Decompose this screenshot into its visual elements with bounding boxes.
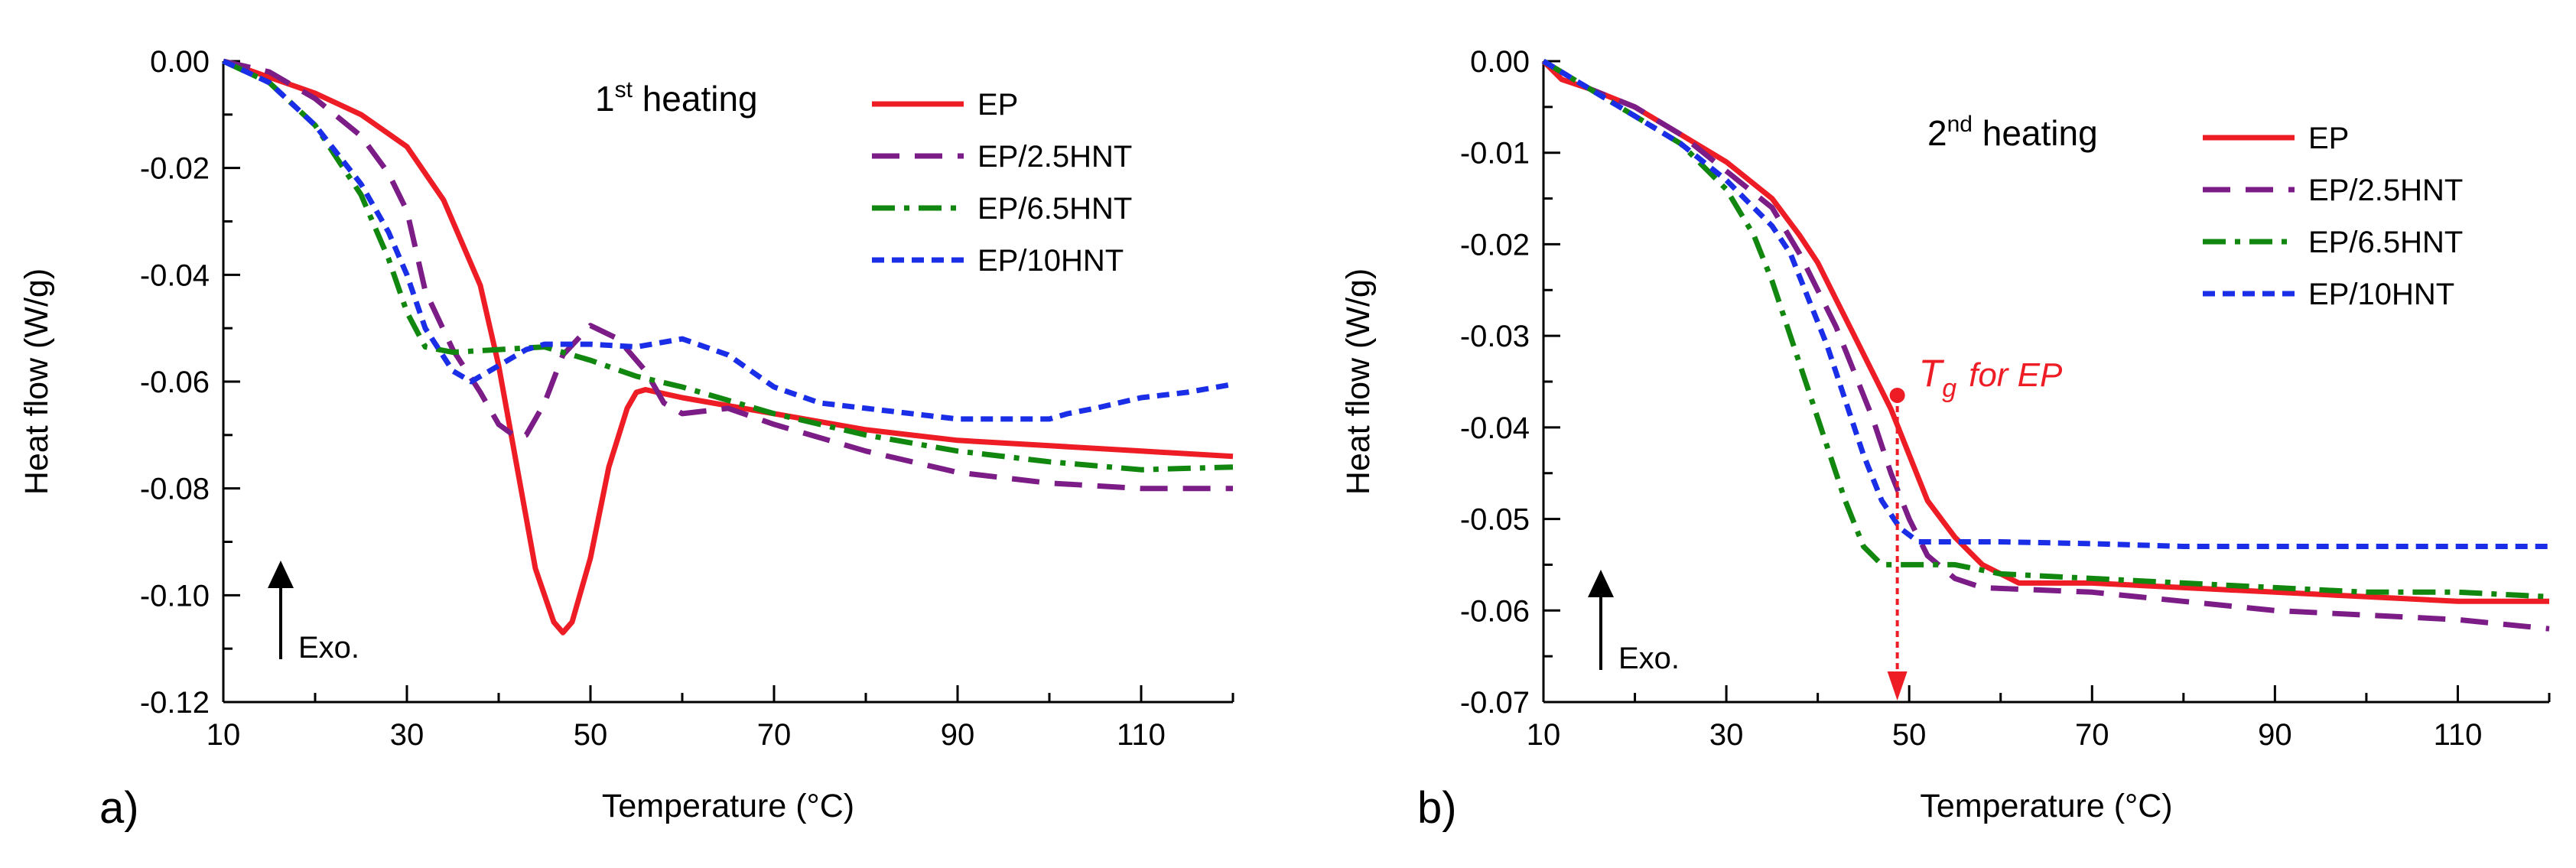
y-tick-label: -0.04: [140, 258, 210, 292]
y-tick-label: -0.01: [1460, 137, 1530, 171]
y-tick-label: -0.10: [140, 579, 210, 613]
y-tick-label: 0.00: [1470, 45, 1530, 79]
y-tick-label: -0.02: [1460, 228, 1530, 262]
y-tick-label: -0.03: [1460, 320, 1530, 353]
y-tick-label: -0.08: [140, 473, 210, 506]
x-axis-title: Temperature (°C): [1920, 788, 2172, 824]
legend-label: EP/10HNT: [2308, 278, 2454, 311]
x-tick-label: 10: [1527, 718, 1561, 752]
legend-label: EP/6.5HNT: [977, 192, 1132, 226]
y-tick-label: -0.05: [1460, 503, 1530, 537]
x-tick-label: 50: [1892, 718, 1927, 752]
series-line-ep-2-5hnt: [223, 58, 1233, 492]
series-line-ep-10hnt: [222, 58, 1234, 422]
x-tick-label: 110: [2434, 718, 2483, 752]
x-axis-title: Temperature (°C): [602, 788, 854, 824]
x-tick-label: 90: [941, 718, 975, 752]
panel-label: a): [99, 783, 139, 833]
legend-label: EP/2.5HNT: [2308, 174, 2463, 207]
panel-b-chart: 10 30 50 70 90 110 0.00 -0.01 -0.02 -0.03 -0.04 -0.…: [1340, 45, 2551, 833]
tg-arrow-head: [1887, 671, 1908, 701]
legend-label: EP/10HNT: [977, 244, 1124, 278]
x-tick-label: 110: [1117, 718, 1166, 752]
legend-label: EP: [2308, 122, 2349, 155]
panel-label: b): [1417, 783, 1457, 833]
x-tick-label: 30: [390, 718, 424, 752]
x-tick-label: 30: [1709, 718, 1744, 752]
legend-label: EP/2.5HNT: [977, 140, 1132, 174]
legend-label: EP: [977, 88, 1018, 122]
heating-heading: 1st heating: [595, 77, 758, 119]
y-tick-label: -0.04: [1460, 411, 1530, 445]
panel-a-chart: 10 30 50 70 90 110 0.00 -0.02 -0.04 -0.06 -0.08 -0.…: [18, 45, 1234, 833]
heating-heading: 2nd heating: [1927, 112, 2098, 153]
series-line-ep-10hnt: [1542, 58, 2549, 549]
x-tick-label: 70: [2075, 718, 2109, 752]
series-line-ep-2-5hnt: [1542, 58, 2550, 632]
exo-label: Exo.: [298, 631, 359, 665]
exo-arrow-head: [268, 561, 294, 588]
x-tick-label: 50: [574, 718, 608, 752]
y-tick-label: -0.02: [140, 152, 210, 186]
x-tick-label: 10: [207, 718, 241, 752]
series-line-ep: [222, 58, 1234, 636]
y-axis-title: Heat flow (W/g): [18, 268, 55, 495]
y-tick-label: -0.12: [140, 686, 210, 720]
y-tick-label: 0.00: [150, 45, 210, 79]
legend-label: EP/6.5HNT: [2308, 226, 2463, 259]
y-tick-label: -0.06: [140, 366, 210, 399]
x-tick-label: 70: [757, 718, 792, 752]
y-axis-title: Heat flow (W/g): [1340, 268, 1377, 495]
y-tick-label: -0.07: [1460, 686, 1530, 720]
x-tick-label: 90: [2258, 718, 2292, 752]
y-tick-label: -0.06: [1460, 594, 1530, 628]
series-line-ep-6-5hnt: [1542, 58, 2550, 600]
exo-arrow-head: [1588, 570, 1614, 597]
exo-label: Exo.: [1618, 642, 1680, 675]
tg-label: Tg for EP: [1919, 352, 2063, 403]
